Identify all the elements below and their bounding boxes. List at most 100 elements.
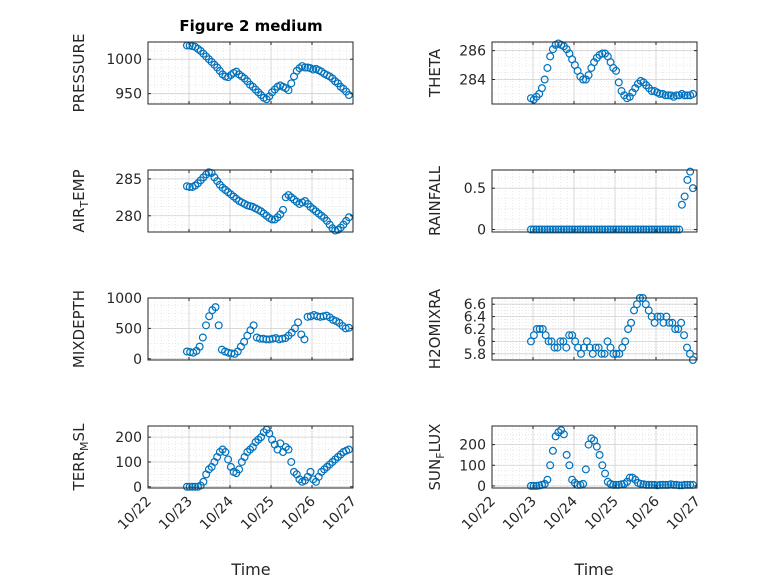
x-axis-label-left: Time [230, 560, 270, 579]
pressure-data-point [344, 91, 353, 100]
pressure-data-point [300, 63, 309, 72]
terr-msl-x-tick-label: 10/26 [279, 493, 319, 533]
sun-flux-y-axis-label: SUNFLUX [426, 424, 447, 491]
theta-data-point [664, 91, 673, 100]
sun-flux-data-point [592, 442, 601, 451]
rainfall-data-point [565, 225, 574, 234]
rainfall-data-point [598, 225, 607, 234]
pressure-data-point [248, 82, 257, 91]
rainfall-data-point [601, 225, 610, 234]
mixdepth-data-point [294, 318, 303, 327]
h2omixra-data-point [588, 349, 597, 358]
h2omixra-data-point [574, 343, 583, 352]
rainfall-data-point [551, 225, 560, 234]
terr-msl-x-tick-label: 10/23 [156, 494, 196, 534]
rainfall-data-point [623, 225, 632, 234]
h2omixra-data-point [579, 343, 588, 352]
terr-msl-data-point [224, 455, 233, 464]
mixdepth-data-point [205, 312, 214, 321]
h2omixra-data-point [553, 343, 562, 352]
terr-msl-y-tick-label: 0 [133, 480, 142, 496]
h2omixra-data-point [615, 349, 624, 358]
theta-axes: 284 286 THETA [426, 39, 698, 105]
h2omixra-axes: 5.866.26.46.6 H2OMIXRA [426, 288, 698, 369]
sun-flux-y-tick-label: 200 [459, 438, 486, 454]
h2omixra-data-point [659, 318, 668, 327]
air-temp-y-tick-label: 280 [115, 209, 142, 225]
h2omixra-data-point [677, 318, 686, 327]
rainfall-data-point [554, 225, 563, 234]
rainfall-data-point [540, 225, 549, 234]
mixdepth-data-point [195, 342, 204, 351]
terr-msl-data-point [235, 465, 244, 474]
rainfall-data-point [606, 225, 615, 234]
theta-data-point [680, 91, 689, 100]
terr-msl-data-point [199, 477, 208, 486]
terr-msl-data-point [185, 482, 194, 491]
h2omixra-data-point [594, 343, 603, 352]
h2omixra-data-point [641, 300, 650, 309]
h2omixra-data-point [656, 312, 665, 321]
sun-flux-data-point [581, 465, 590, 474]
rainfall-data-point [617, 225, 626, 234]
rainfall-data-point [666, 225, 675, 234]
h2omixra-data-point [568, 331, 577, 340]
pressure-data-point [254, 88, 263, 97]
sun-flux-data-point [546, 461, 555, 470]
h2omixra-data-point [535, 325, 544, 334]
theta-data-point [579, 75, 588, 84]
mixdepth-y-tick-label: 1000 [106, 291, 142, 307]
h2omixra-data-point [683, 343, 692, 352]
rainfall-data-point [628, 225, 637, 234]
sun-flux-x-tick-label: 10/27 [664, 494, 704, 534]
rainfall-data-point [609, 225, 618, 234]
rainfall-data-point [664, 225, 673, 234]
pressure-data-point [199, 49, 208, 58]
terr-msl-data-point [191, 482, 200, 491]
terr-msl-data-point [344, 445, 353, 454]
rainfall-data-point [587, 225, 596, 234]
h2omixra-data-point [624, 325, 633, 334]
h2omixra-data-point [685, 349, 694, 358]
mixdepth-y-tick-label: 500 [115, 321, 142, 337]
sun-flux-data-point [562, 450, 571, 459]
h2omixra-y-tick-label: 5.8 [464, 347, 486, 363]
rainfall-data-point [559, 225, 568, 234]
terr-msl-x-tick-label: 10/27 [320, 494, 360, 534]
theta-data-point [661, 91, 670, 100]
rainfall-data-point [672, 225, 681, 234]
pressure-data-point [339, 84, 348, 93]
sun-flux-data-point [543, 475, 552, 484]
h2omixra-data-point [585, 343, 594, 352]
pressure-axes: 950 1000 PRESSURE [70, 34, 354, 112]
theta-data-point [683, 91, 692, 100]
air-temp-data-point [279, 205, 288, 214]
h2omixra-data-point [674, 325, 683, 334]
sun-flux-data-point [598, 461, 607, 470]
sun-flux-data-point [579, 479, 588, 488]
rainfall-data-point [584, 225, 593, 234]
pressure-y-tick-label: 1000 [106, 52, 142, 68]
h2omixra-data-point [609, 349, 618, 358]
sun-flux-data-point [565, 461, 574, 470]
sun-flux-x-tick-label: 10/22 [459, 494, 499, 534]
rainfall-y-axis-label: RAINFALL [426, 165, 444, 236]
sun-flux-y-tick-label: 0 [477, 479, 486, 495]
pressure-data-point [196, 46, 205, 55]
rainfall-data-point [675, 225, 684, 234]
theta-data-point [584, 71, 593, 80]
terr-msl-data-point [276, 439, 285, 448]
mixdepth-data-point [278, 334, 287, 343]
pressure-data-point [210, 60, 219, 69]
mixdepth-y-axis-label: MIXDEPTH [70, 290, 88, 368]
h2omixra-data-point [662, 312, 671, 321]
rainfall-data-point [655, 225, 664, 234]
air-temp-y-axis-label: AIRTEMP [70, 169, 91, 232]
theta-y-tick-label: 286 [459, 44, 486, 60]
rainfall-data-point [581, 225, 590, 234]
terr-msl-data-point [287, 457, 296, 466]
h2omixra-data-point [547, 337, 556, 346]
theta-data-point [543, 63, 552, 72]
rainfall-data-point [636, 225, 645, 234]
mixdepth-data-point [249, 321, 258, 330]
